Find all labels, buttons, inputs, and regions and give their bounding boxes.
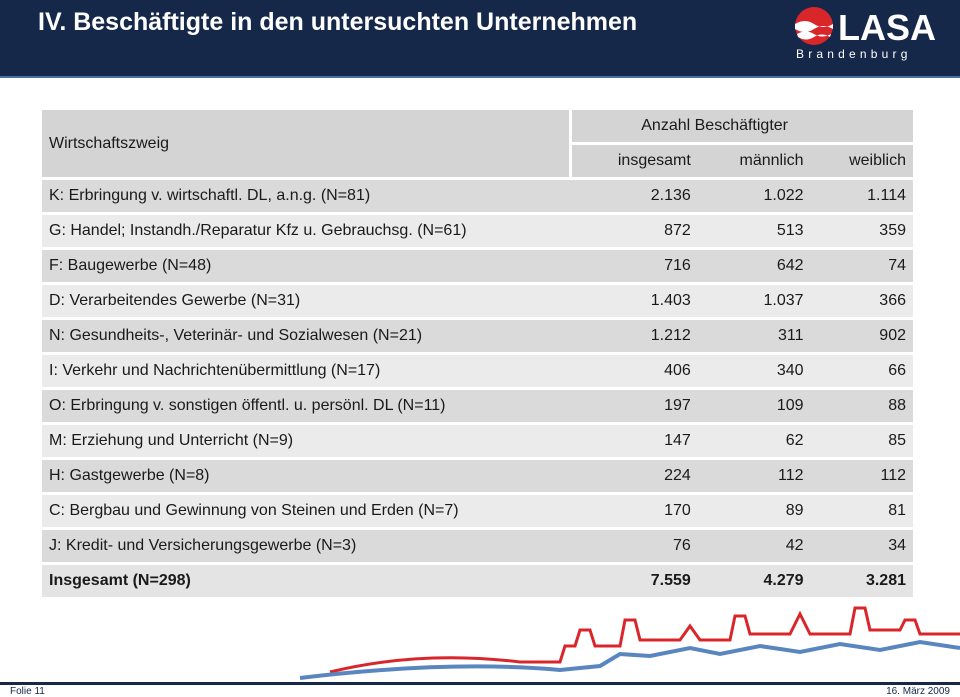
cell-value: 109 [697,388,811,425]
table-body: K: Erbringung v. wirtschaftl. DL, a.n.g.… [42,178,913,600]
column-header: männlich [697,143,811,180]
cell-value: 170 [570,493,698,530]
group-header: Anzahl Beschäftigter [570,110,913,145]
cell-value: 81 [810,493,913,530]
cell-value: 513 [697,213,811,250]
cell-value: 902 [810,318,913,355]
cell-value: 2.136 [570,178,698,215]
column-header: insgesamt [570,143,698,180]
cell-label: O: Erbringung v. sonstigen öffentl. u. p… [42,388,571,425]
logo: LASA Brandenburg [795,7,936,61]
data-table: Wirtschaftszweig Anzahl Beschäftigter in… [42,110,913,600]
cell-label: C: Bergbau und Gewinnung von Steinen und… [42,493,571,530]
cell-value: 88 [810,388,913,425]
table-row: K: Erbringung v. wirtschaftl. DL, a.n.g.… [42,178,913,215]
logo-wave [797,31,831,40]
cell-value: 197 [570,388,698,425]
cell-label: M: Erziehung und Unterricht (N=9) [42,423,571,460]
cell-value: 147 [570,423,698,460]
cell-value: 76 [570,528,698,565]
total-value: 4.279 [697,563,811,600]
cell-value: 85 [810,423,913,460]
cell-value: 359 [810,213,913,250]
cell-value: 74 [810,248,913,285]
cell-label: H: Gastgewerbe (N=8) [42,458,571,495]
skyline-blue [299,639,960,680]
table-row: C: Bergbau und Gewinnung von Steinen und… [42,493,913,530]
cell-value: 62 [697,423,811,460]
slide-date: 16. März 2009 [886,686,950,697]
skyline-red [329,606,960,674]
total-value: 7.559 [570,563,698,600]
total-label: Insgesamt (N=298) [42,563,571,600]
table-row: D: Verarbeitendes Gewerbe (N=31) 1.403 1.0… [42,283,913,320]
header-row: Wirtschaftszweig Anzahl Beschäftigter [42,110,913,180]
cell-value: 112 [810,458,913,495]
cell-label: N: Gesundheits-, Veterinär- und Sozialwe… [42,318,571,355]
cell-value: 340 [697,353,811,390]
table-row: F: Baugewerbe (N=48) 716 642 74 [42,248,913,285]
row-header: Wirtschaftszweig [42,110,572,180]
table-row: N: Gesundheits-, Veterinär- und Sozialwe… [42,318,913,355]
cell-value: 89 [697,493,811,530]
table-row: H: Gastgewerbe (N=8) 224 112 112 [42,458,913,495]
table-row: I: Verkehr und Nachrichtenübermittlung (… [42,353,913,390]
cell-value: 1.212 [570,318,698,355]
cell-value: 366 [810,283,913,320]
cell-value: 42 [697,528,811,565]
cell-value: 642 [697,248,811,285]
cell-value: 311 [697,318,811,355]
cell-value: 1.114 [810,178,913,215]
table-row: O: Erbringung v. sonstigen öffentl. u. p… [42,388,913,425]
cell-value: 34 [810,528,913,565]
cell-label: I: Verkehr und Nachrichtenübermittlung (… [42,353,571,390]
table-row: J: Kredit- und Versicherungsgewerbe (N=3… [42,528,913,565]
column-header: weiblich [810,143,913,180]
column-header-row: insgesamt männlich weiblich [42,143,913,180]
table-row: M: Erziehung und Unterricht (N=9) 147 62 85 [42,423,913,460]
cell-value: 406 [570,353,698,390]
total-value: 3.281 [810,563,913,600]
total-row: Insgesamt (N=298) 7.559 4.279 3.281 [42,563,913,600]
cell-label: F: Baugewerbe (N=48) [42,248,571,285]
cell-value: 1.022 [697,178,811,215]
logo-subtext: Brandenburg [796,47,912,61]
cell-value: 1.037 [697,283,811,320]
skyline-decoration [0,606,960,685]
slide-number: Folie 11 [10,686,45,697]
footer-line [0,682,960,685]
cell-value: 872 [570,213,698,250]
cell-label: J: Kredit- und Versicherungsgewerbe (N=3… [42,528,571,565]
cell-value: 716 [570,248,698,285]
slide-title: IV. Beschäftigte in den untersuchten Unt… [38,8,638,36]
cell-label: K: Erbringung v. wirtschaftl. DL, a.n.g.… [42,178,571,215]
logo-text: LASA [838,7,936,48]
cell-value: 1.403 [570,283,698,320]
logo-wave [795,21,833,32]
table-row: G: Handel; Instandh./Reparatur Kfz u. Ge… [42,213,913,250]
cell-value: 66 [810,353,913,390]
cell-value: 224 [570,458,698,495]
header-bar: IV. Beschäftigte in den untersuchten Unt… [0,0,960,78]
cell-label: G: Handel; Instandh./Reparatur Kfz u. Ge… [42,213,571,250]
cell-label: D: Verarbeitendes Gewerbe (N=31) [42,283,571,320]
cell-value: 112 [697,458,811,495]
